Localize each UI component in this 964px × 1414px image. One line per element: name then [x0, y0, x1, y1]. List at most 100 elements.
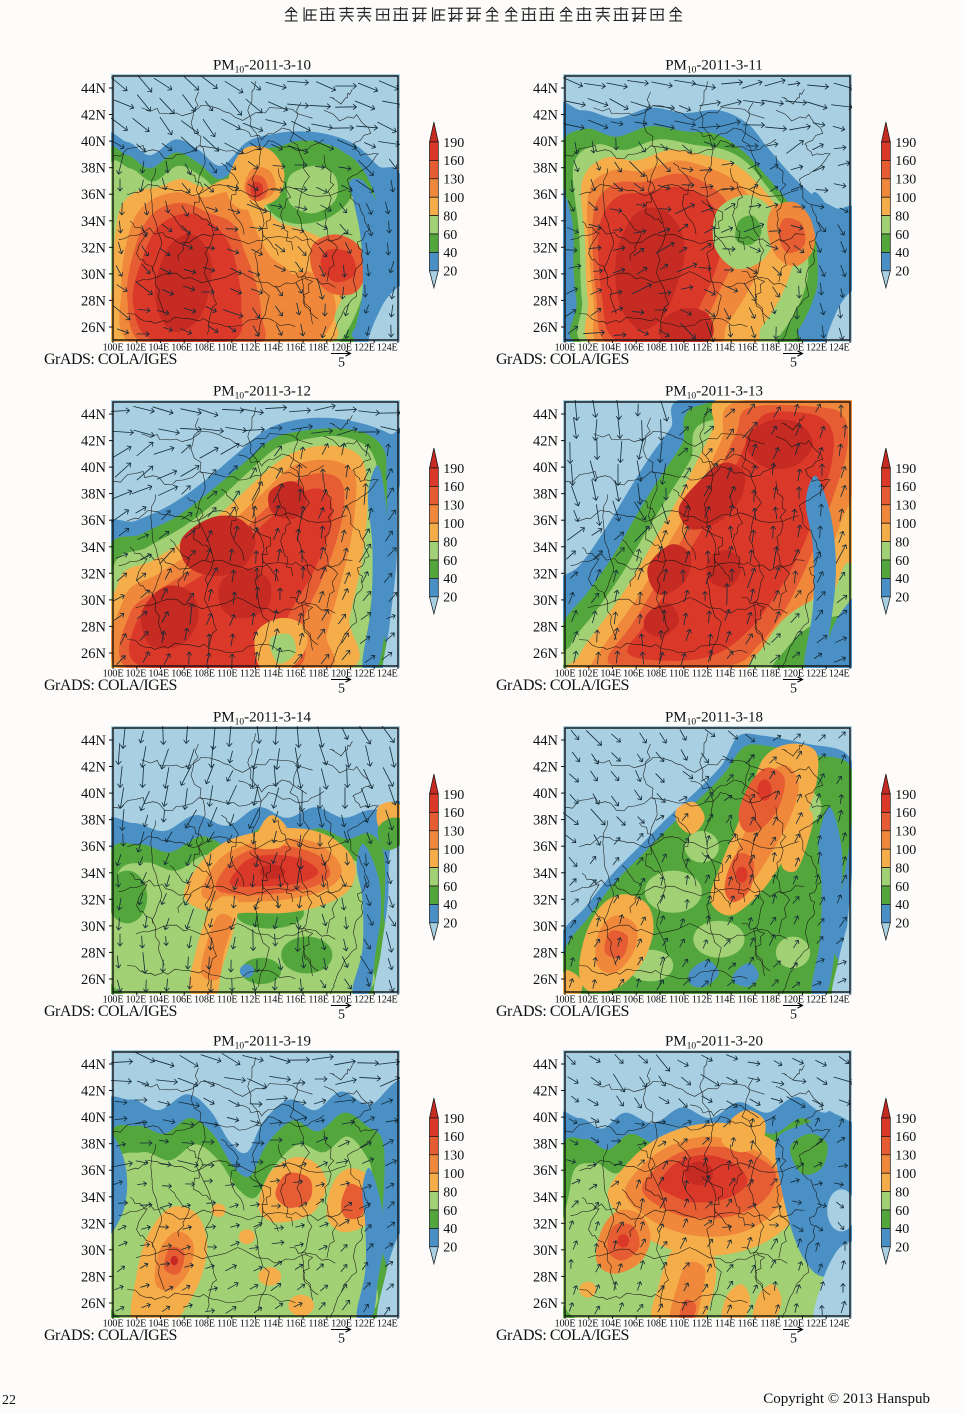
svg-text:30N: 30N: [81, 267, 107, 283]
svg-text:28N: 28N: [81, 1269, 107, 1285]
svg-text:20: 20: [443, 1241, 457, 1256]
svg-text:118E: 118E: [760, 342, 780, 353]
svg-text:30N: 30N: [81, 1243, 107, 1259]
svg-text:102E: 102E: [578, 342, 599, 353]
svg-text:28N: 28N: [533, 1269, 559, 1285]
svg-text:32N: 32N: [533, 240, 559, 256]
svg-text:112E: 112E: [692, 668, 712, 679]
svg-text:104E: 104E: [600, 668, 621, 679]
svg-text:120E: 120E: [331, 994, 352, 1005]
svg-text:36N: 36N: [533, 513, 559, 529]
svg-text:30N: 30N: [81, 593, 107, 609]
svg-text:118E: 118E: [308, 994, 328, 1005]
svg-text:122E: 122E: [806, 1318, 827, 1329]
svg-text:104E: 104E: [148, 1318, 169, 1329]
svg-text:40N: 40N: [533, 786, 559, 802]
svg-text:100E: 100E: [103, 342, 124, 353]
svg-text:5: 5: [338, 356, 345, 371]
svg-text:190: 190: [443, 1112, 464, 1127]
svg-text:160: 160: [443, 806, 464, 821]
svg-text:100: 100: [443, 843, 464, 858]
svg-text:32N: 32N: [81, 566, 107, 582]
svg-text:PM10-2011-3-13: PM10-2011-3-13: [665, 384, 763, 402]
svg-text:104E: 104E: [600, 342, 621, 353]
svg-text:80: 80: [443, 209, 457, 224]
svg-text:120E: 120E: [331, 342, 352, 353]
svg-text:114E: 114E: [715, 994, 735, 1005]
svg-text:116E: 116E: [286, 342, 306, 353]
svg-text:28N: 28N: [533, 293, 559, 309]
svg-text:108E: 108E: [194, 668, 215, 679]
svg-text:100E: 100E: [555, 342, 576, 353]
svg-text:38N: 38N: [533, 161, 559, 177]
svg-text:26N: 26N: [81, 646, 107, 662]
svg-text:110E: 110E: [669, 1318, 689, 1329]
svg-text:114E: 114E: [263, 668, 283, 679]
svg-text:5: 5: [338, 1332, 345, 1347]
svg-text:GrADS: COLA/IGES: GrADS: COLA/IGES: [44, 351, 177, 368]
svg-text:28N: 28N: [81, 619, 107, 635]
svg-text:120E: 120E: [783, 342, 804, 353]
svg-text:110E: 110E: [669, 668, 689, 679]
svg-text:40: 40: [895, 898, 909, 913]
svg-text:20: 20: [895, 1241, 909, 1256]
svg-text:PM10-2011-3-20: PM10-2011-3-20: [665, 1034, 763, 1052]
svg-text:30N: 30N: [533, 1243, 559, 1259]
svg-text:PM10-2011-3-19: PM10-2011-3-19: [213, 1034, 311, 1052]
svg-text:122E: 122E: [354, 1318, 375, 1329]
svg-text:118E: 118E: [760, 1318, 780, 1329]
svg-text:PM10-2011-3-14: PM10-2011-3-14: [213, 710, 312, 728]
svg-text:PM10-2011-3-12: PM10-2011-3-12: [213, 384, 311, 402]
svg-text:42N: 42N: [533, 1084, 559, 1100]
svg-text:36N: 36N: [533, 187, 559, 203]
svg-text:190: 190: [443, 788, 464, 803]
svg-text:100E: 100E: [555, 994, 576, 1005]
svg-text:36N: 36N: [81, 187, 107, 203]
svg-text:80: 80: [443, 1185, 457, 1200]
svg-text:28N: 28N: [81, 945, 107, 961]
svg-text:40N: 40N: [533, 1110, 559, 1126]
svg-text:122E: 122E: [806, 668, 827, 679]
svg-text:5: 5: [790, 356, 797, 371]
svg-text:44N: 44N: [533, 733, 559, 749]
svg-text:190: 190: [895, 136, 916, 151]
svg-text:100: 100: [895, 191, 916, 206]
svg-text:34N: 34N: [81, 1190, 107, 1206]
svg-text:106E: 106E: [623, 994, 644, 1005]
svg-text:108E: 108E: [646, 342, 667, 353]
svg-text:44N: 44N: [533, 407, 559, 423]
svg-text:34N: 34N: [533, 540, 559, 556]
svg-text:118E: 118E: [308, 668, 328, 679]
svg-text:30N: 30N: [533, 267, 559, 283]
svg-text:30N: 30N: [533, 593, 559, 609]
svg-text:38N: 38N: [81, 1137, 107, 1153]
svg-text:40N: 40N: [81, 134, 107, 150]
svg-text:130: 130: [895, 1149, 916, 1164]
svg-text:40: 40: [443, 246, 457, 261]
svg-text:102E: 102E: [578, 994, 599, 1005]
svg-text:PM10-2011-3-11: PM10-2011-3-11: [665, 58, 763, 76]
svg-text:108E: 108E: [194, 342, 215, 353]
svg-text:100: 100: [443, 191, 464, 206]
svg-text:42N: 42N: [81, 760, 107, 776]
svg-text:60: 60: [443, 1204, 457, 1219]
svg-text:44N: 44N: [533, 81, 559, 97]
svg-text:100E: 100E: [555, 1318, 576, 1329]
svg-text:40N: 40N: [81, 1110, 107, 1126]
svg-text:106E: 106E: [171, 994, 192, 1005]
svg-text:120E: 120E: [331, 1318, 352, 1329]
svg-text:60: 60: [895, 880, 909, 895]
svg-text:44N: 44N: [81, 407, 107, 423]
svg-text:26N: 26N: [81, 1296, 107, 1312]
svg-text:114E: 114E: [715, 1318, 735, 1329]
svg-text:32N: 32N: [533, 566, 559, 582]
svg-text:124E: 124E: [829, 994, 850, 1005]
svg-text:40: 40: [895, 572, 909, 587]
svg-text:42N: 42N: [533, 434, 559, 450]
svg-text:100E: 100E: [103, 994, 124, 1005]
svg-text:116E: 116E: [738, 342, 758, 353]
svg-text:34N: 34N: [533, 1190, 559, 1206]
svg-text:120E: 120E: [783, 668, 804, 679]
svg-text:114E: 114E: [715, 342, 735, 353]
svg-text:34N: 34N: [533, 866, 559, 882]
